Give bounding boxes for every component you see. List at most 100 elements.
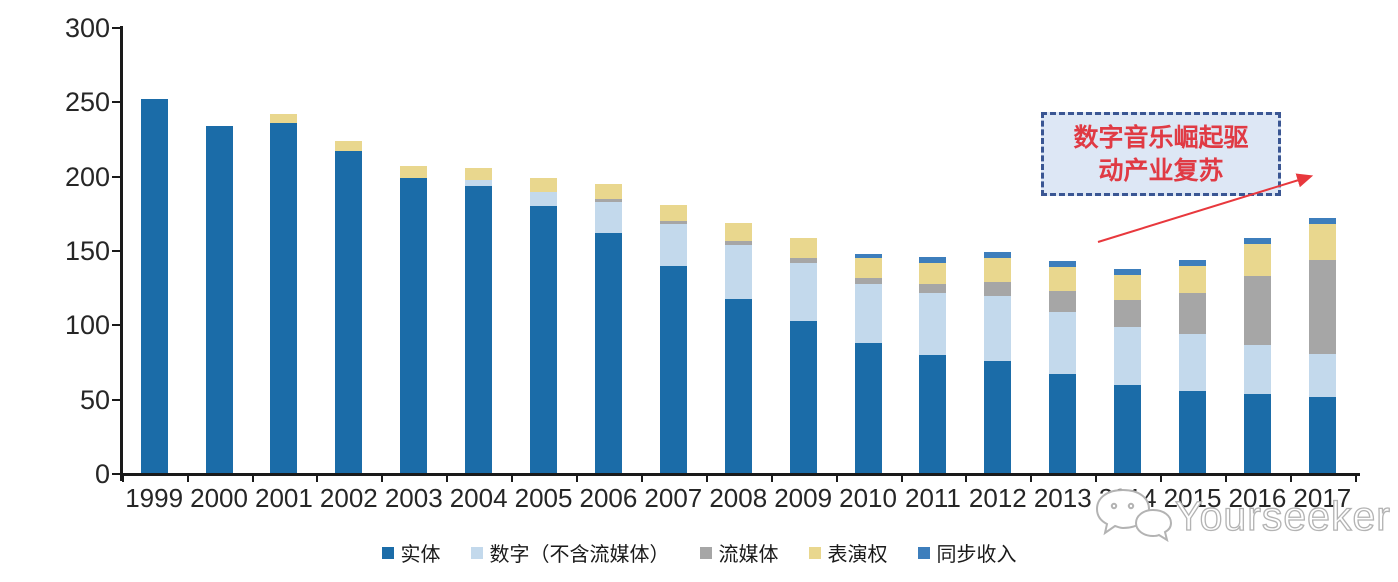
bar-segment-physical-2005 — [530, 206, 558, 474]
legend-item-digital-excl-streaming: 数字（不含流媒体） — [470, 538, 670, 567]
x-tick-label-2016: 2016 — [1228, 483, 1287, 513]
bar-segment-physical-2013 — [1049, 374, 1077, 474]
legend-label-streaming: 流媒体 — [718, 542, 779, 566]
x-tick-mark — [965, 474, 968, 482]
bar-segment-sync-revenue-2010 — [854, 253, 882, 259]
bar-segment-physical-2001 — [270, 123, 298, 474]
y-tick-mark — [112, 27, 121, 29]
y-tick-label: 200 — [64, 161, 110, 192]
bar-segment-sync-revenue-2013 — [1049, 261, 1077, 268]
bar-segment-streaming-2007 — [659, 221, 687, 225]
bar-segment-physical-2010 — [854, 343, 882, 474]
x-tick-mark — [1160, 474, 1163, 482]
x-tick-label-2003: 2003 — [384, 483, 443, 513]
bar-segment-performance-rights-2007 — [659, 204, 687, 222]
x-tick-mark — [381, 474, 384, 482]
x-tick-mark — [511, 474, 514, 482]
legend-label-digital-excl-streaming: 数字（不含流媒体） — [489, 542, 670, 566]
bar-segment-sync-revenue-2014 — [1114, 268, 1142, 275]
x-tick-label-2005: 2005 — [514, 483, 573, 513]
bar-segment-sync-revenue-2012 — [984, 252, 1012, 259]
legend-item-sync-revenue: 同步收入 — [917, 538, 1017, 567]
y-tick-mark — [112, 250, 121, 252]
x-tick-label-2017: 2017 — [1293, 483, 1352, 513]
bar-segment-streaming-2006 — [594, 198, 622, 202]
y-tick-label: 0 — [94, 459, 110, 489]
bar-segment-streaming-2015 — [1179, 292, 1207, 335]
legend-swatch-digital-excl-streaming — [470, 546, 483, 559]
bar-segment-performance-rights-2001 — [270, 114, 298, 124]
bar-segment-digital-excl-streaming-2014 — [1114, 326, 1142, 385]
bar-segment-streaming-2012 — [984, 282, 1012, 296]
x-tick-mark — [1289, 474, 1292, 482]
bar-segment-streaming-2010 — [854, 277, 882, 284]
bar-segment-digital-excl-streaming-2016 — [1243, 344, 1271, 394]
x-tick-label-2001: 2001 — [255, 483, 313, 513]
x-tick-mark — [316, 474, 319, 482]
annotation-arrow — [1097, 173, 1314, 243]
legend-item-performance-rights: 表演权 — [808, 538, 888, 567]
x-tick-mark — [1030, 474, 1033, 482]
y-tick-label: 250 — [64, 87, 110, 118]
x-tick-label-2008: 2008 — [709, 483, 768, 513]
bar-segment-digital-excl-streaming-2012 — [984, 295, 1012, 361]
bar-segment-digital-excl-streaming-2009 — [789, 262, 817, 321]
bar-segment-digital-excl-streaming-2017 — [1308, 353, 1336, 397]
bar-segment-physical-2000 — [205, 126, 233, 474]
bar-segment-physical-1999 — [140, 99, 168, 474]
legend: 实体 数字（不含流媒体） 流媒体 表演权 同步收入 — [0, 538, 1398, 567]
bar-segment-performance-rights-2004 — [465, 167, 493, 180]
bar-segment-physical-2015 — [1179, 390, 1207, 474]
bar-segment-performance-rights-2011 — [919, 262, 947, 284]
bar-segment-physical-2011 — [919, 355, 947, 474]
x-tick-mark — [1095, 474, 1098, 482]
legend-label-sync-revenue: 同步收入 — [936, 542, 1017, 566]
bar-segment-sync-revenue-2011 — [919, 256, 947, 263]
bar-segment-digital-excl-streaming-2010 — [854, 283, 882, 344]
bar-segment-performance-rights-2013 — [1049, 267, 1077, 292]
watermark: Yourseeker — [1093, 486, 1391, 546]
bar-segment-physical-2016 — [1243, 393, 1271, 474]
bar-segment-physical-2007 — [659, 265, 687, 474]
y-tick-mark — [112, 473, 121, 475]
legend-swatch-performance-rights — [808, 546, 821, 559]
x-tick-label-2004: 2004 — [449, 483, 508, 513]
bar-segment-digital-excl-streaming-2008 — [724, 245, 752, 299]
bar-segment-performance-rights-2002 — [335, 140, 363, 152]
bar-segment-performance-rights-2010 — [854, 258, 882, 278]
y-tick-mark — [112, 324, 121, 327]
x-tick-label-2006: 2006 — [579, 483, 638, 513]
bar-segment-digital-excl-streaming-2007 — [659, 224, 687, 266]
y-tick-mark — [112, 101, 121, 104]
bar-segment-performance-rights-2014 — [1114, 274, 1142, 301]
bar-segment-physical-2017 — [1308, 396, 1336, 474]
x-tick-mark — [900, 474, 903, 482]
bar-segment-digital-excl-streaming-2015 — [1179, 334, 1207, 391]
x-tick-label-2011: 2011 — [904, 483, 961, 513]
bar-segment-streaming-2017 — [1308, 259, 1336, 354]
x-tick-label-2015: 2015 — [1163, 483, 1222, 513]
x-tick-label-2012: 2012 — [968, 483, 1027, 513]
y-tick-label: 150 — [64, 236, 110, 266]
bar-segment-performance-rights-2009 — [789, 237, 817, 259]
x-tick-label-2007: 2007 — [644, 483, 703, 513]
x-tick-mark — [640, 474, 643, 482]
chat-bubbles-icon — [1095, 488, 1173, 543]
x-axis-line — [120, 473, 1360, 476]
annotation-callout: 数字音乐崛起驱 动产业复苏 — [1041, 112, 1281, 196]
bar-segment-sync-revenue-2015 — [1179, 259, 1207, 266]
bar-segment-physical-2014 — [1114, 384, 1142, 474]
legend-swatch-streaming — [699, 546, 712, 559]
x-tick-mark — [1354, 474, 1357, 482]
bar-segment-performance-rights-2006 — [594, 184, 622, 199]
y-tick-label: 300 — [64, 13, 110, 43]
x-tick-mark — [121, 474, 124, 482]
x-tick-mark — [446, 474, 449, 482]
bar-segment-physical-2003 — [400, 178, 428, 474]
bar-segment-performance-rights-2012 — [984, 258, 1012, 283]
x-tick-mark — [1225, 474, 1227, 482]
x-tick-label-2013: 2013 — [1033, 483, 1092, 513]
bar-segment-digital-excl-streaming-2004 — [465, 179, 493, 186]
y-tick-mark — [112, 175, 121, 178]
